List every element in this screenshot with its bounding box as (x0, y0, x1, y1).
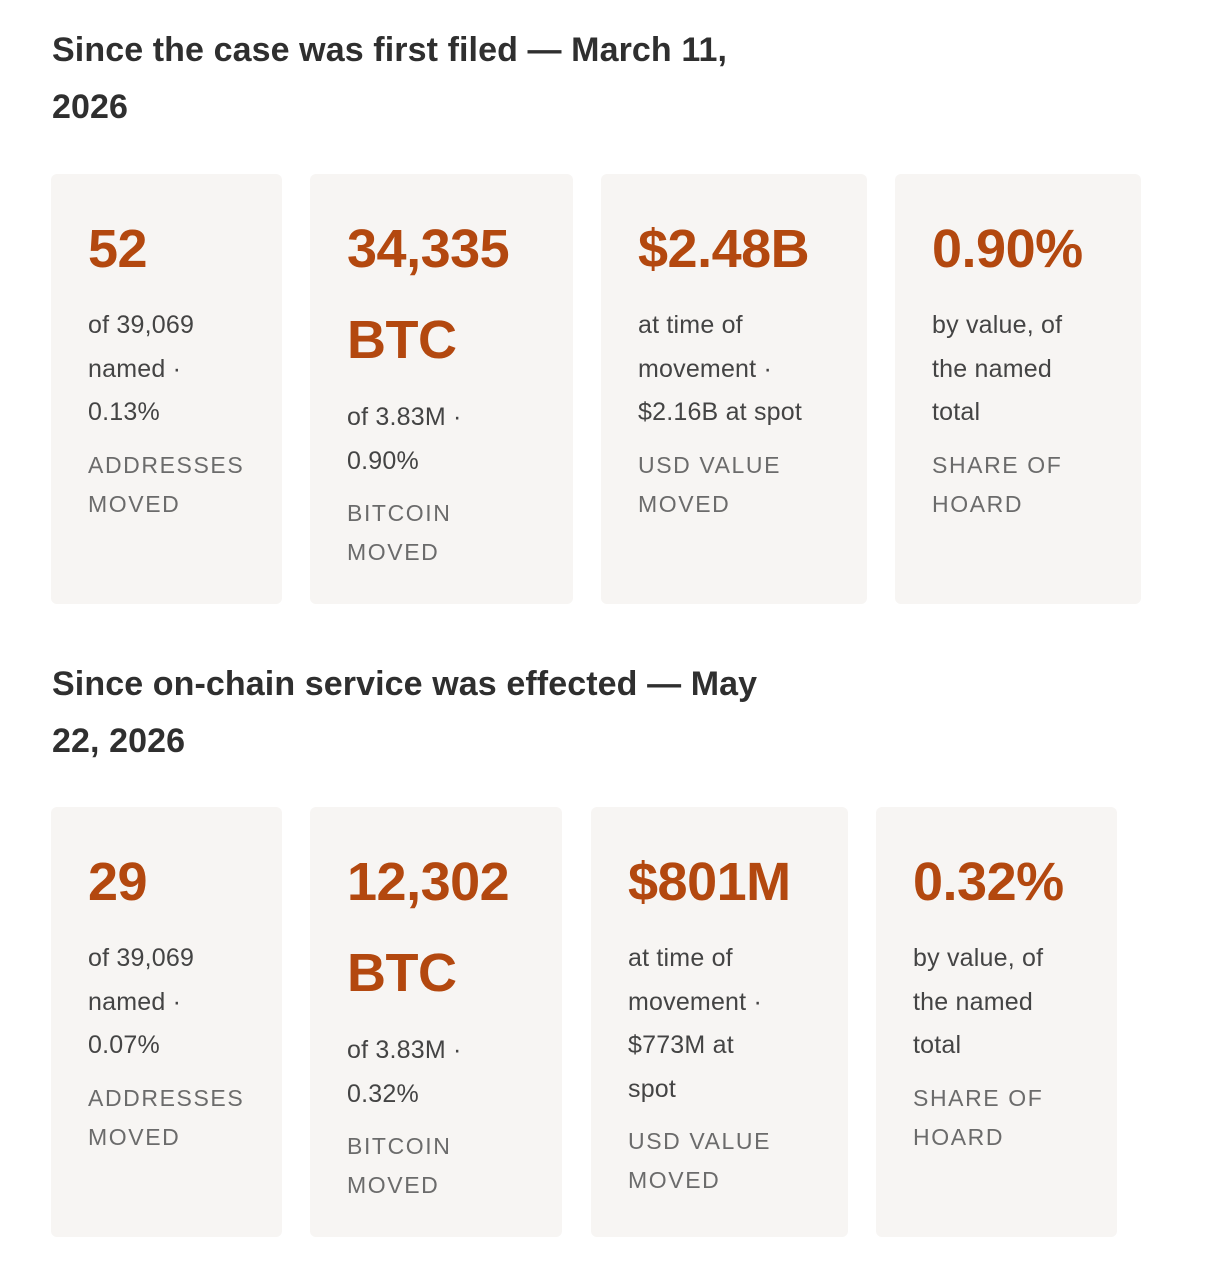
stat-desc-line: 0.32% (347, 1079, 419, 1108)
stat-desc-line: at time of (638, 311, 743, 339)
stat-label: USD VALUE MOVED (628, 1122, 771, 1200)
stat-value-line1: 12,302 (347, 852, 510, 912)
stat-value-line1: 34,335 (347, 219, 510, 279)
stat-label-line: USD VALUE (628, 1128, 772, 1154)
stat-label-line: MOVED (347, 539, 440, 565)
stat-description: of 3.83M · 0.90% (347, 396, 462, 483)
stat-value-line1: 29 (88, 852, 148, 912)
stat-card-share-of-hoard: 0.32% by value, of the named total SHARE… (876, 807, 1117, 1237)
stat-value-line1: 52 (88, 219, 148, 279)
stat-desc-line: by value, of (913, 944, 1044, 972)
stat-label-line: MOVED (88, 491, 181, 517)
stat-value: 29 (88, 837, 148, 928)
stat-desc-line: by value, of (932, 311, 1063, 339)
stat-desc-line: 0.90% (347, 446, 419, 475)
stat-description: by value, of the named total (932, 304, 1062, 435)
stat-description: of 39,069 named · 0.13% (88, 304, 194, 435)
stat-label-line: MOVED (88, 1124, 181, 1150)
stat-value: 52 (88, 204, 148, 295)
stat-desc-line: $773M at (628, 1031, 734, 1059)
stat-desc-line: of 3.83M · (347, 403, 462, 431)
stat-desc-line: spot (628, 1074, 677, 1103)
stat-desc-line: of 3.83M · (347, 1036, 462, 1064)
stat-label-line: SHARE OF (932, 452, 1063, 478)
stat-desc-line: $2.16B at spot (638, 398, 803, 426)
stat-label-line: HOARD (913, 1124, 1005, 1150)
stat-card-share-of-hoard: 0.90% by value, of the named total SHARE… (895, 174, 1141, 604)
stat-value-line1: 0.32% (913, 852, 1064, 912)
stat-label-line: USD VALUE (638, 452, 782, 478)
stat-value: 34,335 BTC (347, 204, 510, 386)
stat-value-line1: 0.90% (932, 219, 1083, 279)
stat-label-line: HOARD (932, 491, 1024, 517)
stat-label: BITCOIN MOVED (347, 494, 451, 572)
stat-description: at time of movement · $2.16B at spot (638, 304, 802, 435)
stat-desc-line: total (932, 398, 981, 426)
stat-value-line2: BTC (347, 310, 457, 370)
stat-desc-line: named · (88, 354, 182, 383)
stat-description: at time of movement · $773M at spot (628, 937, 762, 1111)
stat-value: 0.32% (913, 837, 1064, 928)
stat-label: ADDRESSES MOVED (88, 446, 244, 524)
stat-desc-line: 0.07% (88, 1031, 160, 1059)
stat-desc-line: 0.13% (88, 398, 160, 426)
stat-desc-line: the named (932, 354, 1052, 383)
stat-desc-line: the named (913, 987, 1033, 1016)
section-2-title-line1: Since on-chain service was effected — Ma… (52, 665, 758, 703)
stat-desc-line: of 39,069 (88, 311, 195, 339)
stat-label-line: MOVED (638, 491, 731, 517)
stat-value-line1: $801M (628, 852, 791, 912)
stat-value: $2.48B (638, 204, 810, 295)
stat-card-usd-value-moved: $801M at time of movement · $773M at spo… (591, 807, 848, 1237)
section-1-title-line1: Since the case was first filed — March 1… (52, 31, 728, 69)
section-2-title-line2: 22, 2026 (52, 722, 186, 760)
stat-card-addresses-moved: 52 of 39,069 named · 0.13% ADDRESSES MOV… (51, 174, 282, 604)
stat-label: BITCOIN MOVED (347, 1127, 451, 1205)
section-1-title: Since the case was first filed — March 1… (52, 22, 727, 136)
stat-label-line: ADDRESSES (88, 452, 245, 478)
stat-desc-line: named · (88, 987, 182, 1016)
stat-desc-line: movement · (628, 987, 762, 1016)
stat-label-line: ADDRESSES (88, 1085, 245, 1111)
stat-description: of 3.83M · 0.32% (347, 1029, 462, 1116)
stat-label-line: MOVED (347, 1172, 440, 1198)
stat-label: SHARE OF HOARD (913, 1079, 1043, 1157)
stat-desc-line: of 39,069 (88, 944, 195, 972)
stat-label-line: BITCOIN (347, 1133, 452, 1159)
stat-value-line2: BTC (347, 943, 457, 1003)
stat-label-line: MOVED (628, 1167, 721, 1193)
stat-label: ADDRESSES MOVED (88, 1079, 244, 1157)
stat-desc-line: movement · (638, 354, 772, 383)
stat-card-addresses-moved: 29 of 39,069 named · 0.07% ADDRESSES MOV… (51, 807, 282, 1237)
stat-label-line: SHARE OF (913, 1085, 1044, 1111)
stat-value-line1: $2.48B (638, 219, 810, 279)
stat-description: of 39,069 named · 0.07% (88, 937, 194, 1068)
stat-desc-line: at time of (628, 944, 733, 972)
section-2-title: Since on-chain service was effected — Ma… (52, 656, 757, 770)
stat-value: 0.90% (932, 204, 1083, 295)
section-1-title-line2: 2026 (52, 88, 129, 126)
stat-description: by value, of the named total (913, 937, 1043, 1068)
stat-label-line: BITCOIN (347, 500, 452, 526)
stat-desc-line: total (913, 1031, 962, 1059)
stat-card-usd-value-moved: $2.48B at time of movement · $2.16B at s… (601, 174, 867, 604)
stat-value: 12,302 BTC (347, 837, 510, 1019)
stat-label: SHARE OF HOARD (932, 446, 1062, 524)
stat-card-bitcoin-moved: 34,335 BTC of 3.83M · 0.90% BITCOIN MOVE… (310, 174, 573, 604)
stat-label: USD VALUE MOVED (638, 446, 781, 524)
stat-card-bitcoin-moved: 12,302 BTC of 3.83M · 0.32% BITCOIN MOVE… (310, 807, 562, 1237)
stat-value: $801M (628, 837, 791, 928)
